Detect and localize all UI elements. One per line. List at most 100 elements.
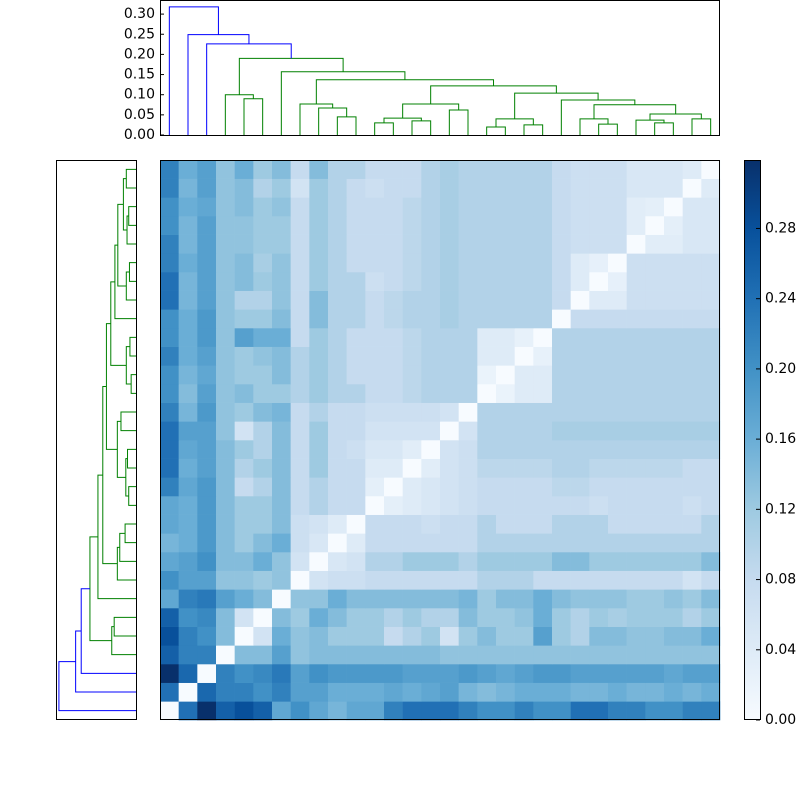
heatmap-cell [664,589,683,609]
heatmap-cell [402,290,422,310]
row-dendrogram-link [116,420,126,478]
heatmap-cell [608,178,627,198]
heatmap-cell [328,160,347,179]
heatmap-cell [384,608,403,627]
heatmap-cell [682,682,702,702]
heatmap-cell [197,514,217,534]
heatmap-cell [421,626,441,646]
heatmap-cell [552,440,571,459]
heatmap-cell [608,552,627,571]
heatmap-cell [514,253,534,273]
heatmap-cell [552,346,571,366]
heatmap-cell [384,402,403,422]
heatmap-cell [384,384,403,403]
colorbar-tick-label: 0.16 [765,431,796,447]
heatmap-cell [216,701,235,721]
heatmap-cell [346,421,366,441]
heatmap-cell [514,309,534,329]
heatmap-cell [178,477,198,497]
y-tick-label: 0.10 [124,87,155,103]
heatmap-cell [234,626,254,646]
heatmap-cell [533,589,553,609]
heatmap-cell [160,458,179,478]
heatmap-cell [253,384,273,403]
heatmap-cell [608,514,627,534]
heatmap-cell [290,272,310,291]
heatmap-cell [160,477,179,497]
heatmap-cell [421,440,441,459]
heatmap-cell [701,253,721,273]
heatmap-cell [664,346,683,366]
heatmap-cell [160,701,179,721]
heatmap-cell [421,589,441,609]
heatmap-cell [514,608,534,627]
heatmap-cell [365,608,385,627]
heatmap-cell [234,365,254,385]
heatmap-cell [290,290,310,310]
heatmap-cell [253,645,273,665]
heatmap-cell [701,346,721,366]
heatmap-cell [290,216,310,235]
heatmap-cell [328,365,347,385]
heatmap-cell [682,701,702,721]
column-dendrogram-link [654,122,674,135]
heatmap-cell [421,234,441,254]
heatmap-cell [496,234,515,254]
heatmap-cell [552,160,571,179]
heatmap-cell [682,477,702,497]
heatmap-cell [234,290,254,310]
heatmap-cell [477,402,497,422]
heatmap-cell [496,178,515,198]
heatmap-cell [160,290,179,310]
heatmap-cell [458,533,478,553]
heatmap-cell [608,589,627,609]
heatmap-cell [552,384,571,403]
heatmap-cell [328,178,347,198]
heatmap-cell [552,496,571,515]
heatmap-cell [309,626,329,646]
heatmap-cell [402,346,422,366]
heatmap-cell [178,440,198,459]
heatmap-cell [178,160,198,179]
heatmap-cell [440,496,459,515]
heatmap-cell [626,589,646,609]
heatmap-cell [477,626,497,646]
heatmap-cell [290,608,310,627]
heatmap-cell [570,402,590,422]
heatmap-cell [533,458,553,478]
heatmap-cell [701,328,721,347]
heatmap-cell [253,458,273,478]
heatmap-cell [346,701,366,721]
heatmap-cell [178,365,198,385]
heatmap-cell [645,253,665,273]
heatmap-cell [421,197,441,217]
heatmap-cell [496,346,515,366]
heatmap-cell [178,533,198,553]
heatmap-cell [160,533,179,553]
heatmap-cell [197,552,217,571]
heatmap-cell [290,421,310,441]
heatmap-cell [552,234,571,254]
heatmap-cell [589,514,609,534]
heatmap-cell [309,272,329,291]
heatmap-cell [514,178,534,198]
heatmap-cell [346,346,366,366]
heatmap-cell [664,533,683,553]
heatmap-cell [365,552,385,571]
heatmap-cell [440,608,459,627]
heatmap-cell [440,664,459,683]
heatmap-cell [160,365,179,385]
heatmap-cell [216,365,235,385]
heatmap-cell [216,178,235,198]
heatmap-cell [216,440,235,459]
heatmap-cell [384,589,403,609]
row-dendrogram-link [129,336,136,357]
heatmap-cell [496,477,515,497]
heatmap-cell [328,346,347,366]
heatmap-cell [290,178,310,198]
heatmap-cell [253,253,273,273]
heatmap-cell [421,160,441,179]
heatmap-cell [645,458,665,478]
heatmap-cell [514,346,534,366]
heatmap-cell [178,272,198,291]
